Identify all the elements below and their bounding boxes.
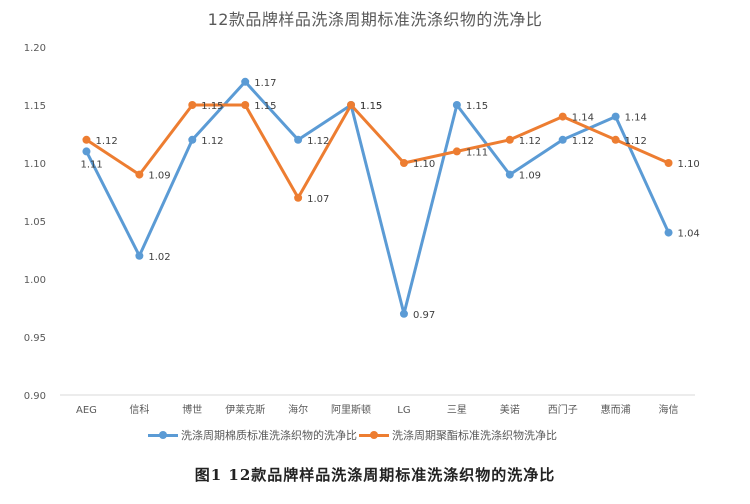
data-label: 1.17 <box>254 78 276 89</box>
x-tick-label: 海信 <box>659 403 679 416</box>
data-point-marker <box>452 101 461 109</box>
data-label: 1.12 <box>95 136 117 147</box>
data-label: 0.97 <box>413 310 435 321</box>
data-label: 1.09 <box>148 171 170 182</box>
data-point-marker <box>558 112 567 121</box>
data-label: 1.14 <box>625 113 647 124</box>
data-label: 1.07 <box>307 194 329 205</box>
legend-label-polyester: 洗涤周期聚酯标准洗涤织物洗净比 <box>392 429 557 442</box>
x-tick-label: 博世 <box>182 403 202 416</box>
y-tick-label: 1.05 <box>24 217 46 228</box>
data-label: 1.12 <box>519 136 541 147</box>
data-point-marker <box>452 147 461 156</box>
data-label: 1.14 <box>572 113 594 124</box>
y-tick-label: 1.00 <box>24 275 46 286</box>
data-label: 1.15 <box>201 101 223 112</box>
x-tick-label: 美诺 <box>500 403 520 416</box>
data-point-marker <box>135 170 144 179</box>
data-point-marker <box>505 170 514 179</box>
x-tick-label: 海尔 <box>288 403 308 416</box>
data-point-marker <box>241 101 250 109</box>
y-tick-label: 0.95 <box>24 333 46 344</box>
data-point-marker <box>294 193 303 202</box>
x-tick-label: 伊莱克斯 <box>225 403 265 416</box>
data-point-marker <box>664 159 673 167</box>
data-label: 1.11 <box>80 159 102 170</box>
legend-item-polyester: 洗涤周期聚酯标准洗涤织物洗净比 <box>359 427 557 443</box>
data-point-marker <box>82 147 91 156</box>
series-line-0 <box>85 80 670 316</box>
data-label: 1.15 <box>360 101 382 112</box>
data-point-marker <box>188 101 197 109</box>
data-point-marker <box>558 135 567 144</box>
data-label: 1.10 <box>413 159 435 170</box>
data-point-marker <box>241 77 250 86</box>
data-label: 1.11 <box>466 147 488 158</box>
data-label: 1.02 <box>148 252 170 263</box>
y-tick-label: 1.10 <box>24 159 46 170</box>
data-point-marker <box>82 135 91 144</box>
y-tick-label: 1.20 <box>24 43 46 54</box>
legend-swatch-orange-icon <box>359 430 389 440</box>
data-label: 1.15 <box>466 101 488 112</box>
data-label: 1.15 <box>254 101 276 112</box>
figure-caption: 图1 12款品牌样品洗涤周期标准洗涤织物的洗净比 <box>194 466 556 484</box>
data-label: 1.12 <box>625 136 647 147</box>
legend-item-cotton: 洗涤周期棉质标准洗涤织物的洗净比 <box>148 427 357 443</box>
series-line-1 <box>85 103 670 200</box>
y-tick-label: 1.15 <box>24 101 46 112</box>
data-label: 1.12 <box>572 136 594 147</box>
data-point-marker <box>135 251 144 260</box>
chart-legend: 洗涤周期棉质标准洗涤织物的洗净比 洗涤周期聚酯标准洗涤织物洗净比 <box>148 427 559 443</box>
y-tick-label: 0.90 <box>24 391 46 402</box>
data-point-marker <box>399 159 408 167</box>
data-label: 1.12 <box>201 136 223 147</box>
data-point-marker <box>611 112 620 121</box>
data-label: 1.15 <box>360 101 382 112</box>
legend-label-cotton: 洗涤周期棉质标准洗涤织物的洗净比 <box>181 429 357 442</box>
x-tick-label: 信科 <box>129 403 149 416</box>
data-point-marker <box>294 135 303 144</box>
data-label: 1.10 <box>678 159 700 170</box>
legend-swatch-blue-icon <box>148 430 178 440</box>
data-point-marker <box>664 228 673 237</box>
data-point-marker <box>188 135 197 144</box>
x-tick-label: 三星 <box>447 404 467 416</box>
data-label: 1.04 <box>678 229 700 240</box>
x-tick-label: 西门子 <box>548 403 578 416</box>
data-point-marker <box>505 135 514 144</box>
data-label: 1.09 <box>519 171 541 182</box>
data-point-marker <box>611 135 620 144</box>
data-point-marker <box>347 101 356 109</box>
x-tick-label: AEG <box>76 405 97 416</box>
data-label: 1.12 <box>307 136 329 147</box>
x-tick-label: 惠而浦 <box>601 403 631 416</box>
chart-title: 12款品牌样品洗涤周期标准洗涤织物的洗净比 <box>207 10 543 29</box>
x-tick-label: 阿里斯顿 <box>331 403 371 416</box>
x-tick-label: LG <box>397 405 410 416</box>
data-point-marker <box>399 309 408 318</box>
